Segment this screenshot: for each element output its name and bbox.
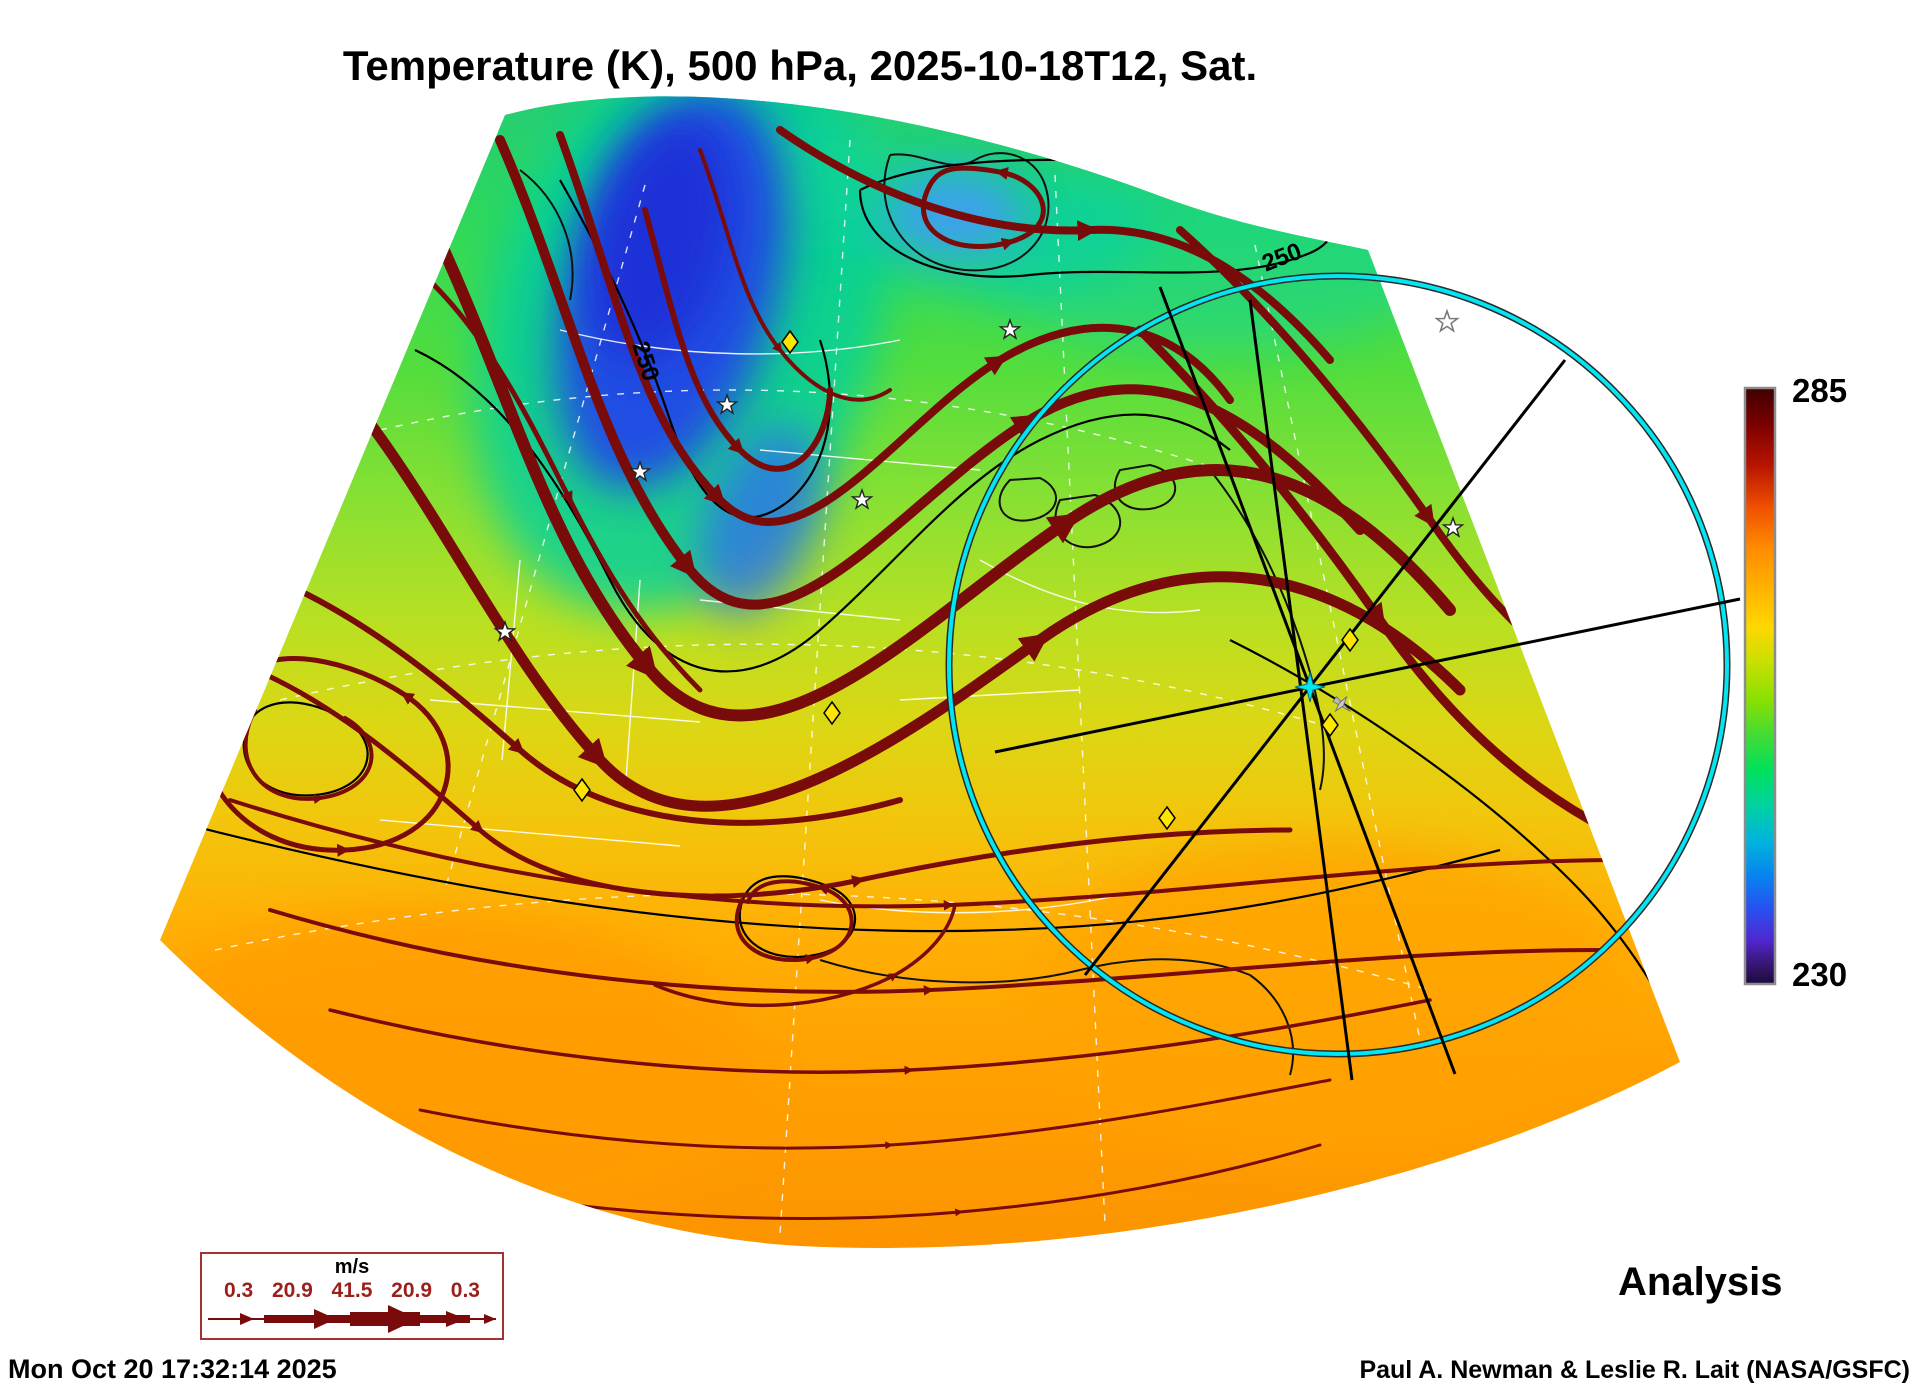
diamond-marker-icon (1341, 627, 1359, 653)
station-diamond-markers (573, 329, 1359, 831)
wind-streamlines (197, 126, 1632, 1220)
wind-legend-value: 0.3 (450, 1279, 480, 1302)
wind-speed-legend: m/s 0.3 20.9 41.5 20.9 0.3 (200, 1252, 504, 1340)
credit-text: Paul A. Newman & Leslie R. Lait (NASA/GS… (1359, 1356, 1910, 1384)
wind-legend-value: 0.3 (224, 1279, 254, 1302)
star-marker-icon (998, 317, 1022, 340)
analysis-label: Analysis (1618, 1260, 1783, 1304)
generation-timestamp: Mon Oct 20 17:32:14 2025 (8, 1354, 337, 1384)
map-markers (493, 308, 1465, 831)
station-star-markers (493, 308, 1465, 642)
page-title: Temperature (K), 500 hPa, 2025-10-18T12,… (342, 42, 1258, 89)
crosshair-overlay (945, 272, 1741, 1081)
star-marker-icon (715, 392, 739, 415)
range-circle (947, 274, 1729, 1056)
aircraft-icon (1332, 695, 1351, 713)
star-marker-icon (628, 459, 652, 482)
diamond-marker-icon (781, 329, 799, 355)
diamond-marker-icon (573, 777, 591, 803)
wind-legend-value: 41.5 (331, 1279, 373, 1302)
wind-scale-arrow-icon (208, 1305, 496, 1333)
star-marker-icon (493, 619, 517, 642)
star-marker-icon (850, 487, 874, 510)
star-marker-icon (1441, 515, 1465, 538)
wind-legend-units: m/s (334, 1256, 370, 1278)
colorbar-max-label: 285 (1792, 372, 1848, 409)
wind-legend-values: 0.3 20.9 41.5 20.9 0.3 (202, 1279, 502, 1303)
diamond-marker-icon (1158, 805, 1176, 831)
colorbar-gradient (1743, 386, 1777, 986)
wind-legend-value: 20.9 (391, 1279, 433, 1302)
colorbar (1743, 386, 1777, 986)
star-marker-icon (1434, 308, 1460, 333)
diamond-marker-icon (823, 700, 841, 726)
diamond-marker-icon (1321, 712, 1339, 738)
center-star-marker (1294, 671, 1326, 703)
colorbar-min-label: 230 (1792, 956, 1848, 993)
wind-legend-value: 20.9 (271, 1279, 313, 1302)
